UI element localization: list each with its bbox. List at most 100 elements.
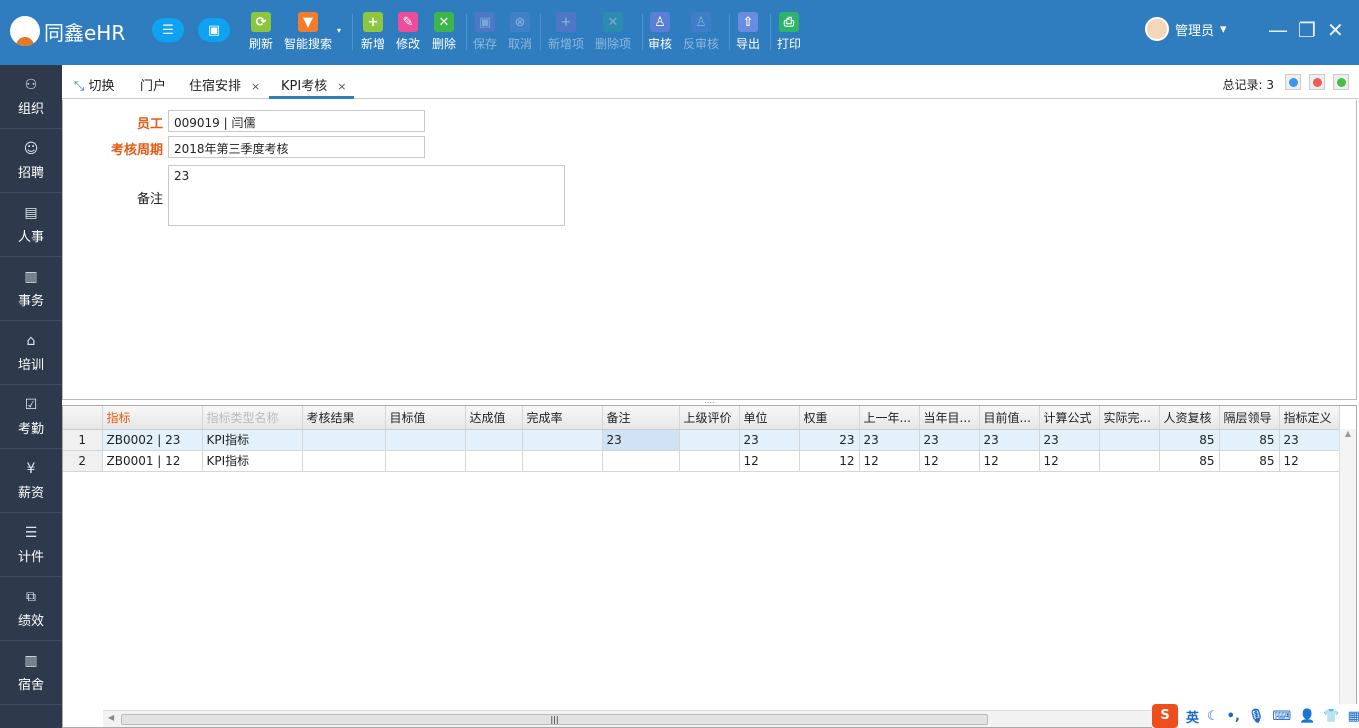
check-icon[interactable] (1309, 74, 1325, 90)
table-cell[interactable]: 23 (979, 429, 1040, 451)
tab-portal[interactable]: 门户 (140, 75, 166, 94)
column-header[interactable]: 人资复核 (1159, 406, 1220, 430)
column-header[interactable]: 上级评价 (679, 406, 740, 430)
menu-list-button[interactable]: ☰ (152, 18, 184, 42)
table-cell[interactable] (1099, 429, 1160, 451)
table-cell[interactable] (465, 429, 523, 451)
sidebar-item-0[interactable]: ⚇ 组织 (0, 65, 62, 129)
column-header[interactable]: 目前值... (979, 406, 1040, 430)
horizontal-scrollbar[interactable]: ◀ ||| (103, 710, 1339, 727)
column-header[interactable]: 达成值 (465, 406, 523, 430)
toolbar-button-9[interactable]: ♙ 审核 (636, 12, 684, 52)
sidebar-item-9[interactable]: ▥ 宿舍 (0, 641, 62, 705)
toolbar-button-2[interactable]: + 新增 (349, 12, 397, 52)
table-cell[interactable] (385, 429, 466, 451)
table-cell[interactable]: 85 (1159, 429, 1220, 451)
user-menu[interactable]: 管理员 ▾ (1145, 17, 1227, 41)
table-cell[interactable]: 12 (979, 450, 1040, 472)
sogou-icon[interactable]: S (1152, 704, 1178, 728)
remark-textarea[interactable]: 23 (168, 165, 565, 226)
table-cell[interactable] (522, 429, 603, 451)
table-cell[interactable]: 23 (1279, 429, 1340, 451)
table-row[interactable]: 2 ZB0001 | 12 KPI指标 12 12 12 12 12 12 85 85 12 (63, 450, 1340, 472)
maximize-button[interactable]: ❐ (1298, 18, 1316, 42)
table-cell[interactable] (465, 450, 523, 472)
column-header[interactable]: 实际完... (1099, 406, 1160, 430)
table-cell[interactable]: 23 (799, 429, 860, 451)
scroll-left-icon[interactable]: ◀ (108, 713, 115, 722)
table-cell[interactable]: 23 (1039, 429, 1100, 451)
scroll-thumb[interactable]: ||| (121, 714, 988, 725)
sidebar-item-7[interactable]: ☰ 计件 (0, 513, 62, 577)
table-cell[interactable]: 12 (859, 450, 920, 472)
column-header[interactable]: 隔层领导 (1219, 406, 1280, 430)
sidebar-item-1[interactable]: ☺ 招聘 (0, 129, 62, 193)
table-cell[interactable]: 85 (1219, 429, 1280, 451)
column-header[interactable]: 考核结果 (302, 406, 386, 430)
column-header[interactable]: 完成率 (522, 406, 603, 430)
table-cell[interactable]: 23 (859, 429, 920, 451)
grid-icon[interactable]: ▦ (1347, 708, 1359, 724)
toolbar-button-12[interactable]: ⎙ 打印 (765, 12, 813, 52)
sidebar-item-8[interactable]: ⧉ 绩效 (0, 577, 62, 641)
vertical-scrollbar[interactable]: ▲ (1339, 429, 1356, 711)
table-cell[interactable]: 85 (1159, 450, 1220, 472)
table-cell[interactable]: 85 (1219, 450, 1280, 472)
table-cell[interactable]: ZB0002 | 23 (102, 429, 203, 451)
table-cell[interactable]: 12 (739, 450, 800, 472)
table-cell[interactable]: 12 (919, 450, 980, 472)
settings-icon[interactable] (1285, 74, 1301, 90)
shirt-icon[interactable]: 👕 (1323, 708, 1340, 724)
table-cell[interactable]: KPI指标 (202, 450, 303, 472)
switch-button[interactable]: ⤡ 切换 (74, 75, 115, 94)
column-header[interactable]: 当年目... (919, 406, 980, 430)
table-cell[interactable] (602, 450, 680, 472)
toolbar-button-11[interactable]: ⇧ 导出 (724, 12, 772, 52)
table-cell[interactable]: 23 (602, 429, 680, 451)
table-cell[interactable] (1099, 450, 1160, 472)
table-cell[interactable]: 12 (1039, 450, 1100, 472)
table-cell[interactable]: ZB0001 | 12 (102, 450, 203, 472)
table-cell[interactable] (522, 450, 603, 472)
search-dropdown-icon[interactable]: ▾ (337, 26, 342, 35)
employee-field[interactable]: 009019 | 闫儒 (168, 110, 425, 132)
minimize-button[interactable]: — (1268, 18, 1288, 42)
column-header[interactable]: 指标类型名称 (202, 406, 303, 430)
column-header[interactable]: 目标值 (385, 406, 466, 430)
folder-settings-button[interactable]: ▣ (198, 18, 230, 42)
punctuation-icon[interactable]: •, (1226, 708, 1240, 724)
table-cell[interactable] (385, 450, 466, 472)
column-header[interactable]: 指标定义 (1279, 406, 1340, 430)
close-tab-icon[interactable]: × (337, 80, 347, 93)
table-cell[interactable]: 23 (919, 429, 980, 451)
table-cell[interactable] (679, 450, 740, 472)
column-header[interactable]: 计算公式 (1039, 406, 1100, 430)
period-field[interactable]: 2018年第三季度考核 (168, 136, 425, 158)
column-header[interactable]: 备注 (602, 406, 680, 430)
column-header[interactable]: 上一年... (859, 406, 920, 430)
close-tab-icon[interactable]: × (251, 80, 261, 93)
table-cell[interactable]: 23 (739, 429, 800, 451)
sidebar-item-2[interactable]: ▤ 人事 (0, 193, 62, 257)
sidebar-item-5[interactable]: ☑ 考勤 (0, 385, 62, 449)
toolbar-button-1[interactable]: ▼ 智能搜索 (284, 12, 332, 52)
table-cell[interactable] (302, 429, 386, 451)
splitter-handle[interactable]: .... (704, 396, 715, 405)
toolbar-button-0[interactable]: ⟳ 刷新 (237, 12, 285, 52)
sidebar-item-3[interactable]: ▥ 事务 (0, 257, 62, 321)
sidebar-item-6[interactable]: ¥ 薪资 (0, 449, 62, 513)
mic-icon[interactable]: 🎙 (1247, 708, 1265, 724)
toolbar-button-4[interactable]: ✕ 删除 (420, 12, 468, 52)
column-header[interactable]: 指标 (102, 406, 203, 430)
moon-icon[interactable]: ☾ (1207, 708, 1219, 724)
user-icon[interactable]: 👤 (1299, 708, 1316, 724)
table-cell[interactable]: 12 (799, 450, 860, 472)
table-cell[interactable] (679, 429, 740, 451)
table-cell[interactable] (302, 450, 386, 472)
column-header[interactable]: 权重 (799, 406, 860, 430)
tab-kpi[interactable]: KPI考核 × (268, 75, 355, 99)
sidebar-item-4[interactable]: ⌂ 培训 (0, 321, 62, 385)
toolbar-button-3[interactable]: ✎ 修改 (384, 12, 432, 52)
column-header[interactable]: 单位 (739, 406, 800, 430)
keyboard-icon[interactable]: ⌨ (1272, 708, 1292, 724)
